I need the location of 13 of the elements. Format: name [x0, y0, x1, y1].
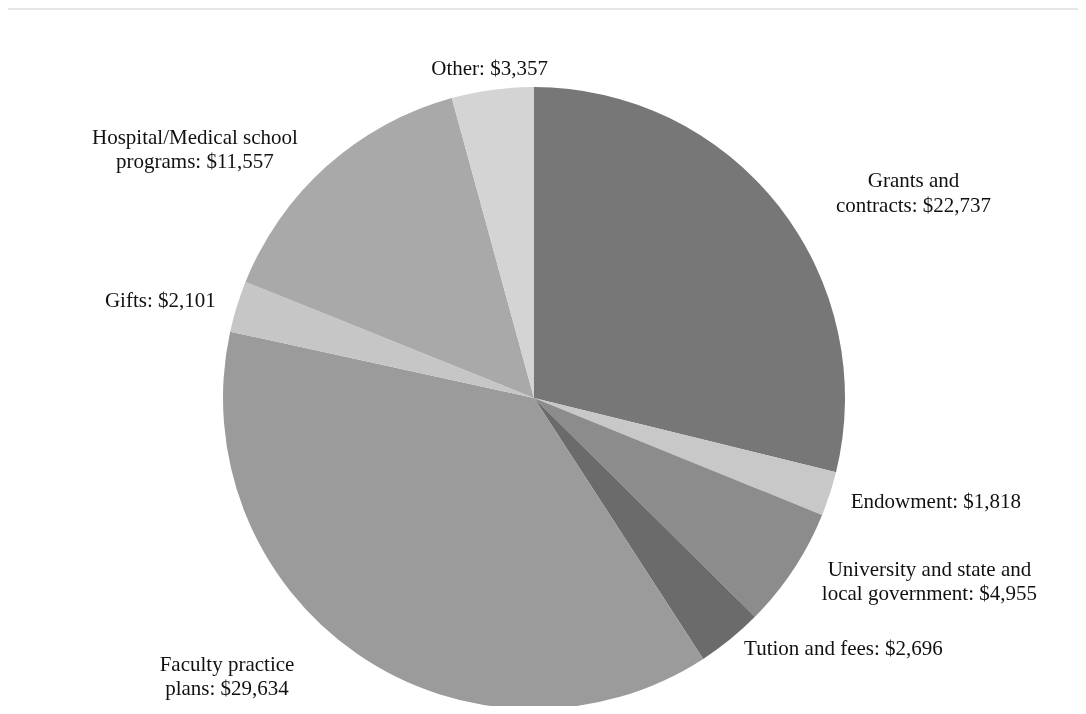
slice-label: University and state and local government: $4,955: [820, 557, 1039, 606]
slice-label: Grants and contracts: $22,737: [834, 168, 993, 217]
slice-label: Endowment: $1,818: [850, 488, 1022, 513]
pie-slice: [534, 398, 837, 516]
pie-slice: [223, 331, 704, 706]
slice-label: Hospital/Medical school programs: $11,557: [91, 125, 299, 174]
slice-label: Other: $3,357: [431, 55, 548, 80]
pie-slice: [230, 281, 534, 398]
slice-label: Tution and fees: $2,696: [744, 636, 943, 661]
pie-slice: [451, 87, 534, 398]
slice-label: Faculty practice plans: $29,634: [158, 651, 296, 701]
pie-slice: [534, 398, 823, 617]
slice-label: Gifts: $2,101: [104, 287, 216, 313]
